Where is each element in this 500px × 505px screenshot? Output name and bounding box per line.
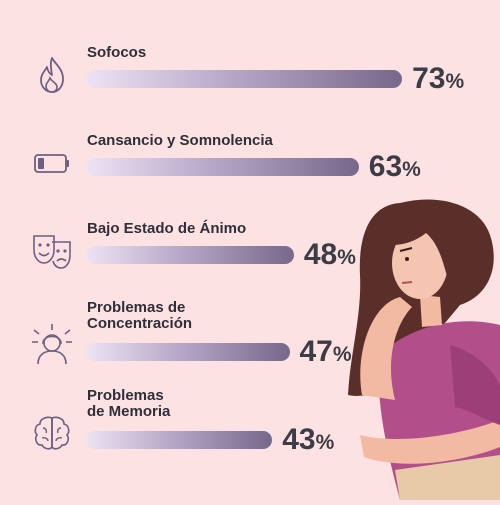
bar bbox=[86, 343, 290, 361]
category-label: Problemas de Memoria bbox=[87, 387, 171, 420]
category-label: Sofocos bbox=[87, 44, 147, 61]
eye bbox=[405, 257, 409, 261]
value-label: 48% bbox=[304, 240, 356, 270]
category-label: Cansancio y Somnolencia bbox=[87, 132, 273, 149]
thinking-woman-illustration bbox=[340, 185, 500, 500]
bar bbox=[86, 431, 273, 449]
percent-sign: % bbox=[332, 343, 352, 366]
hair-front bbox=[392, 213, 456, 295]
neck bbox=[420, 295, 442, 327]
brain-icon bbox=[30, 410, 74, 454]
face bbox=[392, 227, 448, 299]
value-label: 63% bbox=[369, 152, 421, 182]
brow bbox=[399, 247, 413, 252]
bar bbox=[86, 158, 359, 176]
mouth bbox=[401, 281, 413, 284]
category-label: Problemas de Concentración bbox=[87, 299, 193, 332]
value-label: 73% bbox=[412, 64, 464, 94]
value-number: 43 bbox=[282, 423, 316, 456]
value-number: 63 bbox=[368, 150, 403, 183]
flame-icon bbox=[30, 53, 74, 97]
value-number: 48 bbox=[303, 238, 338, 271]
percent-sign: % bbox=[315, 431, 335, 454]
percent-sign: % bbox=[337, 246, 356, 269]
value-label: 43% bbox=[282, 425, 334, 455]
bar bbox=[86, 70, 403, 88]
forearm bbox=[360, 420, 500, 464]
stressed-person-icon bbox=[30, 322, 74, 366]
theater-masks-icon bbox=[30, 228, 74, 272]
category-label: Bajo Estado de Ánimo bbox=[87, 220, 247, 237]
arm-raised bbox=[360, 297, 412, 400]
percent-sign: % bbox=[445, 70, 465, 93]
low-battery-icon bbox=[30, 141, 74, 185]
value-number: 47 bbox=[299, 335, 333, 368]
sleeve bbox=[450, 345, 500, 425]
percent-sign: % bbox=[402, 158, 421, 181]
value-number: 73 bbox=[412, 62, 446, 95]
pants bbox=[395, 455, 500, 500]
bar bbox=[86, 246, 294, 264]
value-label: 47% bbox=[300, 337, 352, 367]
